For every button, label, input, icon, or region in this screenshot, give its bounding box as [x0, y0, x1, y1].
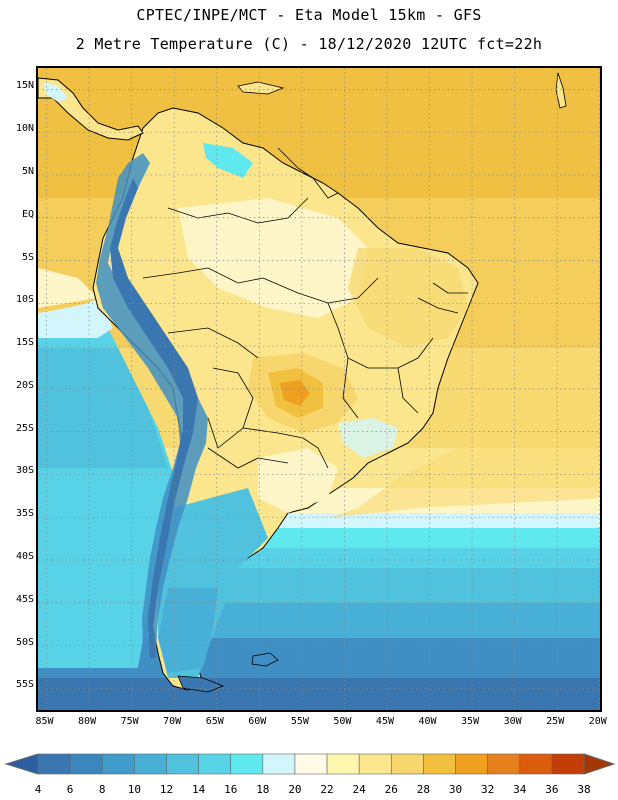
colorbar-swatch	[455, 753, 488, 775]
central-america-cool	[43, 82, 68, 102]
lat-tick-label: 55S	[15, 679, 34, 691]
tierra-del-fuego	[177, 675, 225, 693]
lon-tick-label: 85W	[35, 716, 54, 727]
colorbar-swatch	[134, 753, 167, 775]
colorbar-tick-label: 10	[127, 783, 141, 796]
colorbar-tick-label: 18	[256, 783, 270, 796]
colorbar-low-arrow	[4, 753, 39, 775]
colorbar-swatch	[230, 753, 264, 775]
map-title-line-1: CPTEC/INPE/MCT - Eta Model 15km - GFS	[136, 6, 482, 24]
falkland-islands	[251, 652, 279, 667]
lon-tick-label: 40W	[418, 716, 437, 727]
temperature-colorbar	[4, 753, 616, 775]
lon-tick-label: 70W	[163, 716, 182, 727]
lon-tick-label: 80W	[78, 716, 97, 727]
lon-tick-label: 50W	[333, 716, 352, 727]
colorbar-tick-label: 16	[224, 783, 238, 796]
lon-tick-label: 30W	[503, 716, 522, 727]
atlantic-warm-coast	[328, 358, 600, 518]
colorbar-tick-label: 22	[320, 783, 334, 796]
lat-tick-label: 5N	[21, 165, 34, 177]
lesser-antilles	[555, 72, 567, 109]
colorbar-tick-label: 26	[384, 783, 398, 796]
colorbar-swatch	[519, 753, 553, 775]
lat-tick-label: 50S	[15, 636, 34, 648]
lon-tick-label: 35W	[461, 716, 480, 727]
lat-tick-label: 5S	[21, 251, 34, 263]
southeast-highland	[338, 418, 398, 458]
pacific-band-18	[38, 298, 113, 338]
lon-tick-label: 60W	[248, 716, 267, 727]
country-borders	[142, 147, 468, 469]
colorbar-swatch	[262, 753, 296, 775]
colorbar-tick-label: 14	[191, 783, 206, 796]
amazon-pale-region	[178, 198, 368, 318]
colorbar-tick-label: 34	[513, 783, 527, 796]
lon-tick-label: 75W	[120, 716, 139, 727]
lat-tick-label: 40S	[15, 550, 34, 562]
lon-tick-label: 55W	[290, 716, 309, 727]
lat-tick-label: 20S	[15, 379, 34, 391]
lat-tick-label: EQ	[21, 208, 34, 220]
colorbar-swatch	[69, 753, 103, 775]
colorbar-swatch	[390, 753, 424, 775]
ocean-band-6	[38, 678, 600, 710]
lon-tick-label: 25W	[546, 716, 565, 727]
lat-tick-label: 15N	[15, 80, 34, 92]
venezuela-highland	[203, 143, 253, 178]
temperature-map-canvas	[38, 68, 600, 710]
hot-spot-peak	[280, 380, 310, 406]
colorbar-tick-label: 36	[545, 783, 559, 796]
lon-tick-label: 45W	[375, 716, 394, 727]
colorbar-swatch	[551, 753, 585, 775]
colorbar-tick-label: 6	[66, 783, 74, 796]
caribbean-islands	[237, 81, 285, 95]
lon-tick-label: 65W	[205, 716, 224, 727]
temperature-map	[36, 66, 602, 712]
map-title-line-2: 2 Metre Temperature (C) - 18/12/2020 12U…	[75, 35, 543, 53]
lat-tick-label: 10N	[15, 123, 34, 135]
colorbar-swatch	[166, 753, 199, 775]
colorbar-tick-label: 4	[34, 783, 42, 796]
colorbar-swatch	[358, 753, 392, 775]
colorbar-tick-label: 12	[159, 783, 174, 796]
colorbar-swatch	[198, 753, 232, 775]
colorbar-tick-label: 38	[577, 783, 591, 796]
colorbar-swatch	[326, 753, 360, 775]
colorbar-tick-label: 32	[481, 783, 495, 796]
colorbar-tick-label: 20	[288, 783, 302, 796]
south-pale-region	[258, 448, 338, 513]
colorbar-tick-label: 28	[416, 783, 431, 796]
patagonia-very-cool	[158, 588, 218, 673]
lat-tick-label: 15S	[15, 337, 34, 349]
lat-tick-label: 25S	[15, 422, 34, 434]
colorbar-swatch	[294, 753, 328, 775]
lat-tick-label: 10S	[15, 294, 34, 306]
colorbar-tick-label: 24	[352, 783, 366, 796]
andes-ridge-inner	[110, 178, 198, 658]
lat-tick-label: 30S	[15, 465, 34, 477]
lat-tick-label: 45S	[15, 593, 34, 605]
colorbar-swatch	[487, 753, 521, 775]
northeast-warm	[348, 248, 468, 348]
pacific-band-20	[38, 268, 98, 308]
lat-tick-label: 35S	[15, 508, 34, 520]
colorbar-swatch	[101, 753, 135, 775]
colorbar-swatch	[423, 753, 456, 775]
pacific-band-14	[38, 348, 168, 468]
colorbar-high-arrow	[583, 753, 616, 775]
colorbar-swatch	[37, 753, 71, 775]
colorbar-tick-label: 30	[448, 783, 463, 796]
lon-tick-label: 20W	[588, 716, 607, 727]
colorbar-tick-label: 8	[98, 783, 106, 796]
